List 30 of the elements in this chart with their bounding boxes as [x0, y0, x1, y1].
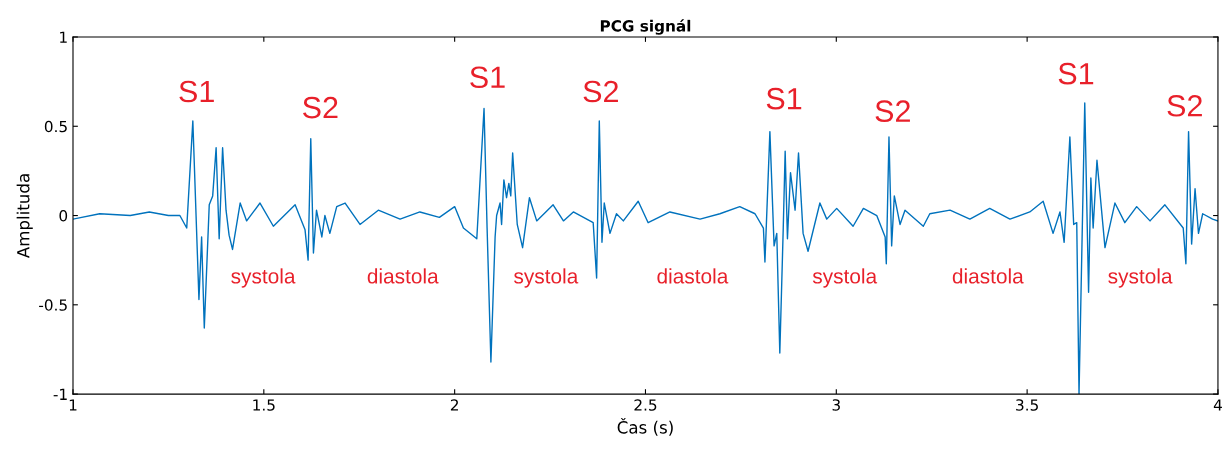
x-tick-label: 3: [832, 399, 840, 411]
annotation: systola: [1108, 268, 1173, 288]
y-tick-label: -1: [53, 388, 67, 400]
y-tick-label: 0.5: [44, 120, 67, 133]
x-tick-label: 4: [1213, 399, 1222, 411]
annotation: S1: [470, 66, 505, 89]
y-axis-title: Amplituda: [16, 174, 33, 259]
annotation: diastola: [367, 268, 439, 284]
y-tick-label: 0: [59, 210, 68, 222]
x-axis-title: Čas (s): [617, 418, 673, 436]
annotation: S2: [583, 80, 618, 103]
annotation: diastola: [952, 268, 1024, 284]
annotation: systola: [514, 268, 579, 288]
y-tick-label: 1: [60, 31, 67, 43]
annotation: S1: [766, 87, 802, 110]
annotation: S2: [875, 100, 910, 122]
annotation: diastola: [657, 268, 729, 284]
x-tick-label: 1.5: [253, 399, 275, 411]
annotation: systola: [231, 268, 296, 288]
annotation: S2: [1167, 94, 1202, 117]
x-tick-label: 2.5: [634, 399, 657, 411]
annotation: S1: [179, 80, 214, 103]
x-tick-label: 2: [450, 399, 458, 411]
x-tick-label: 1: [69, 399, 77, 411]
y-tick-label: -0.5: [39, 299, 67, 311]
x-tick-label: 3.5: [1016, 399, 1038, 411]
annotation: S2: [303, 96, 338, 119]
annotation: systola: [812, 268, 878, 288]
chart-title: PCG signál: [600, 19, 691, 35]
annotation: S1: [1058, 62, 1094, 85]
